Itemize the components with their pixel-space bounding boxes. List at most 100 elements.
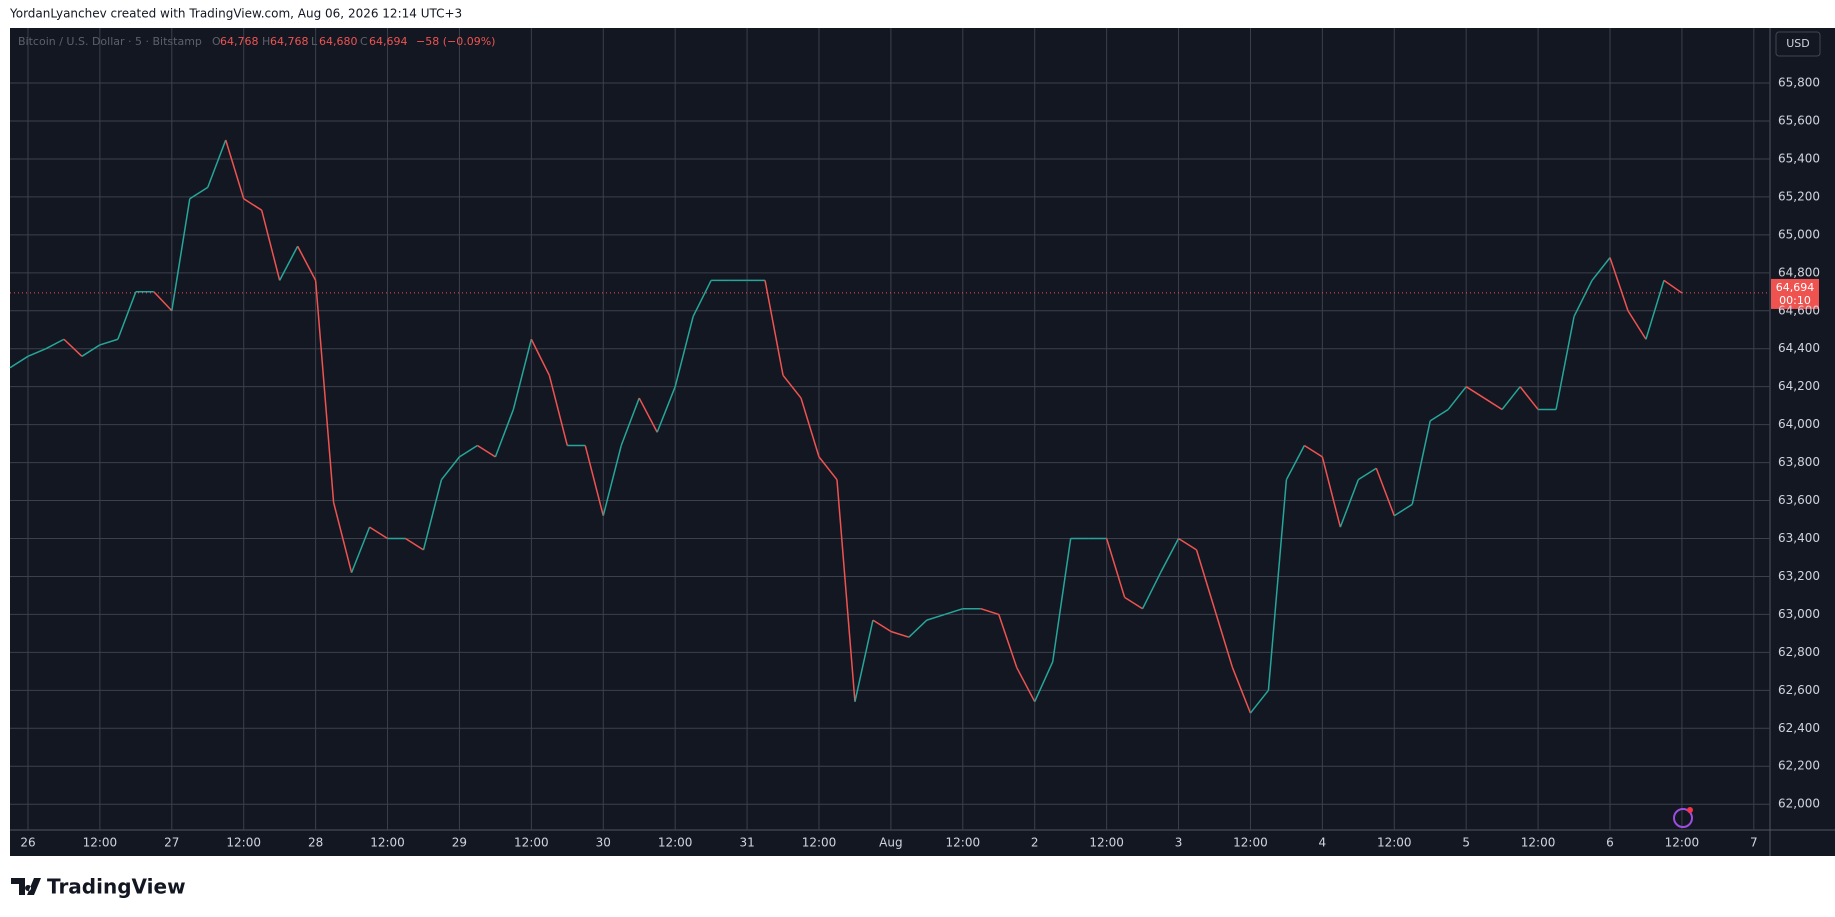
price-segment xyxy=(1447,386,1467,410)
price-segment xyxy=(1195,549,1216,609)
x-tick-label: 12:00 xyxy=(1665,836,1700,850)
price-segment xyxy=(278,245,299,281)
price-segment xyxy=(1141,572,1162,610)
price-segment xyxy=(207,139,227,188)
y-tick-label: 64,600 xyxy=(1778,303,1820,317)
price-segment xyxy=(638,397,658,433)
y-tick-label: 63,400 xyxy=(1778,531,1820,545)
price-segment xyxy=(477,444,496,458)
last-price-box xyxy=(1771,278,1819,309)
price-segment xyxy=(674,316,694,387)
brand-name: TradingView xyxy=(47,875,186,899)
price-segment xyxy=(440,456,461,481)
y-tick-label: 63,000 xyxy=(1778,607,1820,621)
symbol: Bitcoin / U.S. Dollar · 5 · Bitstamp xyxy=(18,35,202,48)
price-segment xyxy=(63,338,83,357)
y-tick-label: 65,400 xyxy=(1778,151,1820,165)
price-segment xyxy=(99,338,119,346)
price-segment xyxy=(512,339,533,410)
price-segment xyxy=(1609,257,1629,312)
price-segment xyxy=(818,456,838,481)
price-segment xyxy=(81,344,101,357)
price-segment xyxy=(692,280,712,317)
y-tick-label: 63,600 xyxy=(1778,493,1820,507)
price-segment xyxy=(1483,397,1503,411)
price-segment xyxy=(171,198,191,311)
price-segment xyxy=(872,619,892,633)
price-segment xyxy=(45,338,65,350)
price-segment xyxy=(1465,386,1485,399)
header-text: YordanLyanchev created with TradingView.… xyxy=(9,7,462,21)
price-segment xyxy=(908,619,928,638)
price-segment xyxy=(980,608,999,616)
y-tick-label: 65,000 xyxy=(1778,227,1820,241)
grid-layer xyxy=(10,28,1770,830)
price-segment xyxy=(1285,445,1306,481)
x-tick-label: 12:00 xyxy=(1089,836,1124,850)
alert-icon-ring[interactable] xyxy=(1673,808,1693,828)
price-segment xyxy=(350,526,371,573)
last-price-label: 64,694 xyxy=(1776,281,1815,294)
x-tick-label: 27 xyxy=(164,836,179,850)
price-segment xyxy=(9,355,29,369)
legend-value: 64,768 xyxy=(220,35,259,48)
alert-icon-dot[interactable] xyxy=(1687,807,1693,813)
y-tick-label: 65,600 xyxy=(1778,113,1820,127)
y-tick-label: 63,800 xyxy=(1778,455,1820,469)
price-segment xyxy=(1501,386,1521,410)
price-segment xyxy=(890,630,910,638)
price-segment xyxy=(656,386,676,433)
price-axis-background xyxy=(1770,28,1835,856)
y-tick-label: 62,400 xyxy=(1778,721,1820,735)
price-segment xyxy=(1555,316,1575,410)
x-tick-label: 31 xyxy=(739,836,754,850)
logo: TradingView xyxy=(11,875,186,899)
price-segment xyxy=(1339,479,1360,528)
price-segment xyxy=(548,375,569,446)
price-segment xyxy=(998,614,1018,668)
x-tick-label: 3 xyxy=(1175,836,1183,850)
price-segment xyxy=(405,537,424,551)
price-segment xyxy=(225,139,245,200)
plot-background xyxy=(10,28,1770,830)
price-segment xyxy=(800,397,820,458)
y-tick-label: 62,800 xyxy=(1778,645,1820,659)
time-axis-background xyxy=(10,830,1770,856)
alert-icon[interactable] xyxy=(1673,807,1693,828)
price-segment xyxy=(1627,310,1647,340)
price-segment xyxy=(1519,386,1539,410)
price-segment xyxy=(314,280,335,503)
price-segment xyxy=(944,608,964,616)
price-segment xyxy=(1591,257,1611,281)
x-tick-label: 26 xyxy=(20,836,35,850)
price-segment xyxy=(1105,538,1126,598)
y-tick-label: 62,000 xyxy=(1778,797,1820,811)
price-segment xyxy=(836,479,856,702)
price-segment xyxy=(1663,279,1683,294)
currency-label[interactable]: USD xyxy=(1786,37,1810,50)
legend-key: L xyxy=(311,35,318,48)
price-segment xyxy=(1159,538,1180,574)
x-tick-label: 4 xyxy=(1319,836,1327,850)
currency-button[interactable] xyxy=(1775,31,1821,57)
price-segment xyxy=(1213,608,1234,668)
logo-mark xyxy=(11,878,41,895)
price-segment xyxy=(369,526,388,540)
price-segment xyxy=(1051,538,1072,662)
price-segment xyxy=(1034,661,1054,703)
price-segment xyxy=(332,502,353,573)
price-segment xyxy=(854,619,874,702)
price-segment xyxy=(584,445,604,516)
price-segment xyxy=(1645,280,1665,340)
x-tick-label: 12:00 xyxy=(370,836,405,850)
legend-change: −58 (−0.09%) xyxy=(416,35,495,48)
price-segment xyxy=(189,186,209,200)
x-tick-label: 7 xyxy=(1750,836,1758,850)
price-segment xyxy=(602,445,622,516)
price-segment xyxy=(260,210,281,281)
y-tick-label: 62,600 xyxy=(1778,683,1820,697)
price-segment xyxy=(782,374,802,399)
y-tick-label: 62,200 xyxy=(1778,759,1820,773)
price-segment xyxy=(1375,468,1395,516)
